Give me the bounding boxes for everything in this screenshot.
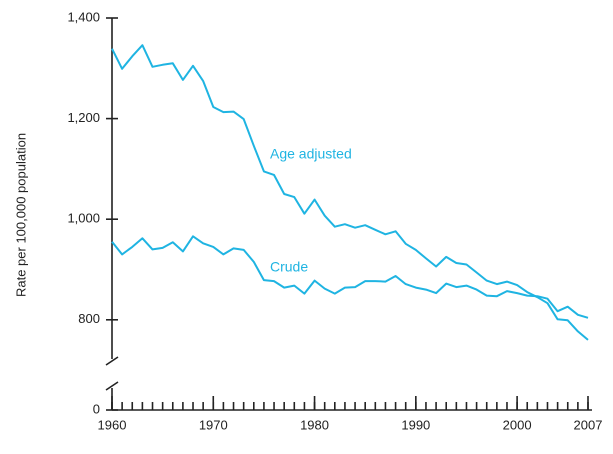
y-tick-label: 1,200 bbox=[67, 110, 100, 125]
x-tick-label: 1990 bbox=[401, 417, 430, 432]
y-tick-label: 1,000 bbox=[67, 211, 100, 226]
series-label: Crude bbox=[270, 259, 308, 275]
y-axis-label: Rate per 100,000 population bbox=[13, 133, 28, 297]
series-line bbox=[111, 235, 589, 319]
x-tick-label: 2007 bbox=[574, 417, 603, 432]
axis-break bbox=[105, 381, 119, 391]
x-tick-label: 1970 bbox=[199, 417, 228, 432]
series-line bbox=[111, 44, 589, 341]
series-label: Age adjusted bbox=[270, 146, 352, 162]
y-tick-label: 0 bbox=[93, 401, 100, 416]
axis-break bbox=[105, 356, 119, 366]
y-tick-label: 1,400 bbox=[67, 9, 100, 24]
y-tick-label: 800 bbox=[78, 311, 100, 326]
x-tick-label: 2000 bbox=[503, 417, 532, 432]
x-tick-label: 1980 bbox=[300, 417, 329, 432]
x-tick-label: 1960 bbox=[98, 417, 127, 432]
